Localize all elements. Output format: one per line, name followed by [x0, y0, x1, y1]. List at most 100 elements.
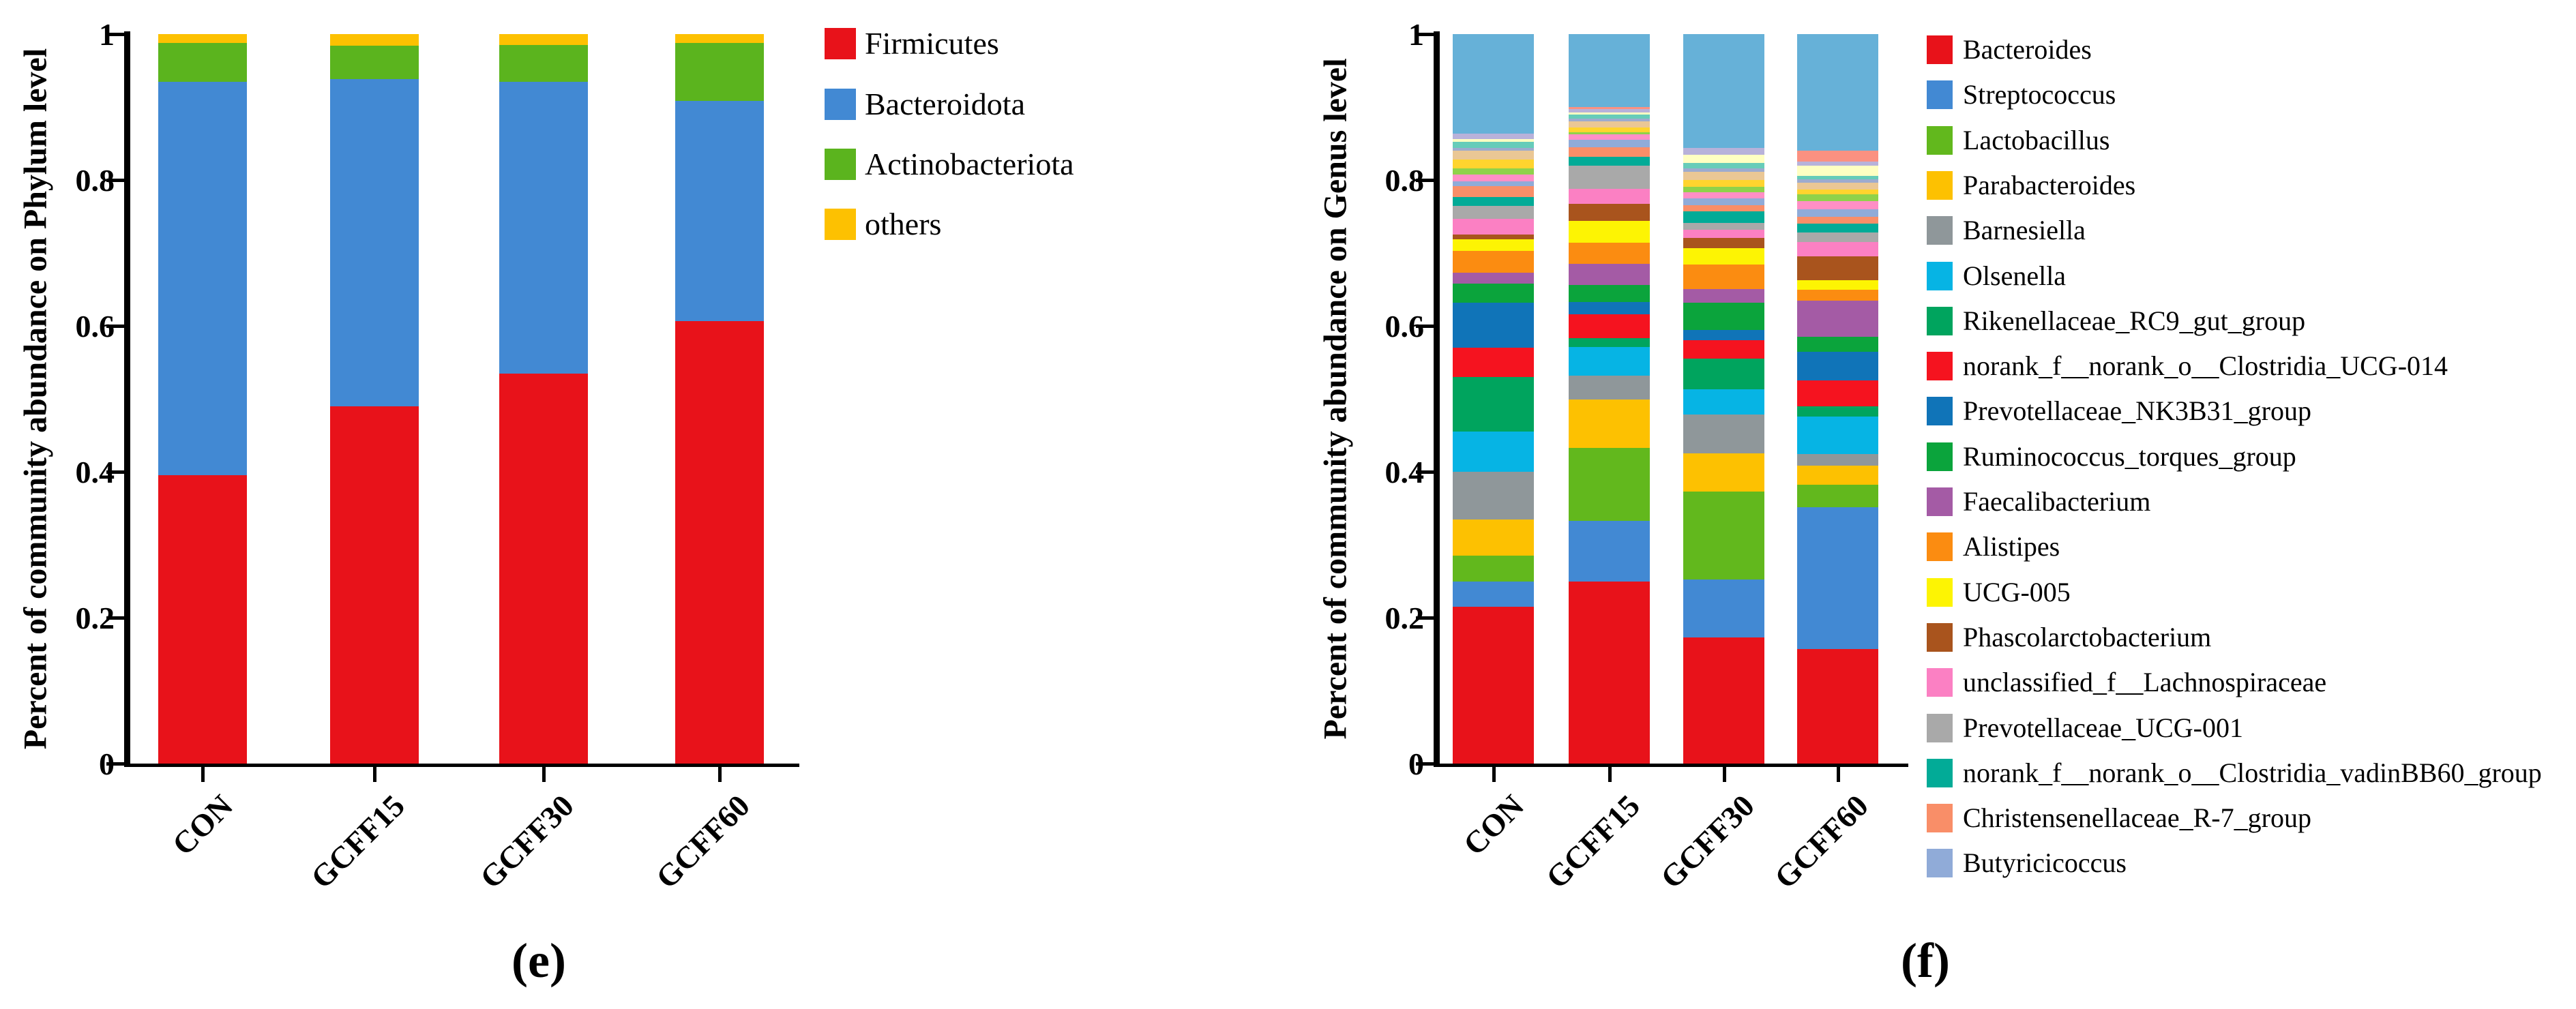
bar-segment: [1453, 174, 1534, 182]
bar-segment: [499, 34, 588, 46]
y-axis-line: [1434, 31, 1440, 766]
bar-segment: [1797, 406, 1878, 417]
bar-segment: [1797, 466, 1878, 485]
bar-segment: [1797, 242, 1878, 257]
legend-swatch: [1927, 577, 1953, 607]
y-tick-label: 0.4: [75, 455, 115, 490]
bar-segment: [1569, 114, 1650, 119]
bar-segment: [1797, 190, 1878, 194]
bar-segment: [1797, 256, 1878, 280]
bar-segment: [499, 45, 588, 82]
bar-segment: [330, 34, 419, 46]
legend-swatch: [1927, 713, 1953, 742]
bar-segment: [675, 320, 764, 764]
bar-segment: [1569, 140, 1650, 147]
bar-segment: [330, 79, 419, 406]
legend-label: Bacteroidota: [865, 86, 1026, 121]
y-tick-label: 1: [99, 17, 115, 52]
bar-segment: [1453, 196, 1534, 206]
bar: [1797, 34, 1878, 764]
legend-label: Alistipes: [1963, 531, 2060, 562]
y-tick: [1416, 325, 1434, 328]
bar-segment: [1569, 134, 1650, 140]
bar-segment: [1683, 491, 1764, 580]
legend-label: Faecalibacterium: [1963, 486, 2151, 517]
legend-label: unclassified_f__Lachnospiraceae: [1963, 667, 2327, 698]
bar-segment: [675, 101, 764, 321]
bar-segment: [1453, 556, 1534, 582]
bar-segment: [1453, 218, 1534, 235]
bar-segment: [1683, 148, 1764, 155]
bar-segment: [1453, 139, 1534, 142]
x-axis-line: [1434, 764, 1908, 767]
legend-swatch: [1927, 216, 1953, 245]
bar-segment: [1453, 272, 1534, 284]
bar-segment: [1569, 121, 1650, 128]
x-tick: [1836, 766, 1840, 782]
legend-swatch: [1927, 170, 1953, 200]
y-tick-label: 0: [99, 747, 115, 781]
bar-segment: [1569, 112, 1650, 115]
bar-segment: [1683, 223, 1764, 230]
bar-segment: [499, 81, 588, 374]
bar-segment: [1683, 192, 1764, 198]
bar: [158, 34, 247, 764]
bar-segment: [1683, 154, 1764, 163]
bar-segment: [1797, 183, 1878, 190]
y-tick: [1416, 179, 1434, 182]
bar-segment: [1569, 34, 1650, 108]
legend-label: norank_f__norank_o__Clostridia_UCG-014: [1963, 350, 2448, 382]
bar-segment: [1683, 389, 1764, 415]
x-tick: [373, 766, 376, 782]
bar-segment: [1453, 432, 1534, 472]
legend-label: Rikenellaceae_RC9_gut_group: [1963, 305, 2306, 336]
bar-segment: [1683, 205, 1764, 212]
panel-caption-e: (e): [512, 933, 566, 988]
bar-segment: [1683, 162, 1764, 169]
legend-swatch: [825, 209, 856, 240]
bar-segment: [1797, 232, 1878, 243]
bar-segment: [1569, 314, 1650, 339]
bar-segment: [1453, 133, 1534, 140]
bar-segment: [1797, 201, 1878, 209]
bar-segment: [1569, 520, 1650, 582]
bar-segment: [1569, 375, 1650, 400]
bar-segment: [1683, 180, 1764, 187]
legend-label: Olsenella: [1963, 260, 2067, 291]
bar-segment: [1683, 637, 1764, 764]
bar-segment: [1569, 581, 1650, 764]
y-axis-line: [124, 31, 130, 766]
legend-swatch: [1927, 668, 1953, 697]
bar-segment: [1453, 141, 1534, 149]
bar-segment: [1797, 416, 1878, 455]
y-tick-label: 0.2: [75, 601, 115, 635]
y-tick: [1416, 616, 1434, 620]
legend-label: norank_f__norank_o__Clostridia_vadinBB60…: [1963, 757, 2542, 788]
x-category-label: GCFF60: [649, 787, 756, 895]
bar-segment: [1683, 198, 1764, 205]
bar-segment: [1569, 285, 1650, 302]
legend-label: Parabacteroides: [1963, 169, 2136, 200]
y-tick: [1416, 470, 1434, 474]
bar-segment: [1683, 453, 1764, 492]
x-axis-line: [124, 764, 799, 767]
legend-swatch: [1927, 261, 1953, 290]
legend-swatch: [1927, 487, 1953, 516]
bar-segment: [1453, 235, 1534, 239]
bar-segment: [1453, 148, 1534, 151]
bar-segment: [1453, 606, 1534, 764]
legend-swatch: [1927, 758, 1953, 787]
legend-label: Ruminococcus_torques_group: [1963, 440, 2296, 472]
y-tick: [106, 179, 124, 182]
bar: [1569, 34, 1650, 764]
bar-segment: [1797, 34, 1878, 151]
bar-segment: [158, 475, 247, 764]
bar-segment: [675, 42, 764, 102]
legend-label: Prevotellaceae_UCG-001: [1963, 712, 2243, 743]
legend-label: UCG-005: [1963, 576, 2071, 607]
bar-segment: [1797, 194, 1878, 202]
bar-segment: [1797, 289, 1878, 301]
x-tick: [1608, 766, 1612, 782]
bar-segment: [1453, 302, 1534, 348]
bar-segment: [1797, 507, 1878, 650]
